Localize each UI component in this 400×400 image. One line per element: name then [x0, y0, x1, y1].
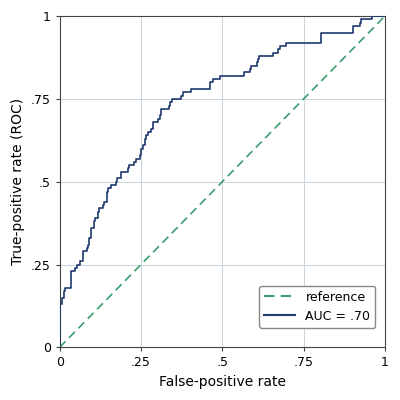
- X-axis label: False-positive rate: False-positive rate: [159, 375, 286, 389]
- Y-axis label: True-positive rate (ROC): True-positive rate (ROC): [11, 98, 25, 265]
- Legend: reference, AUC = .70: reference, AUC = .70: [259, 286, 376, 328]
